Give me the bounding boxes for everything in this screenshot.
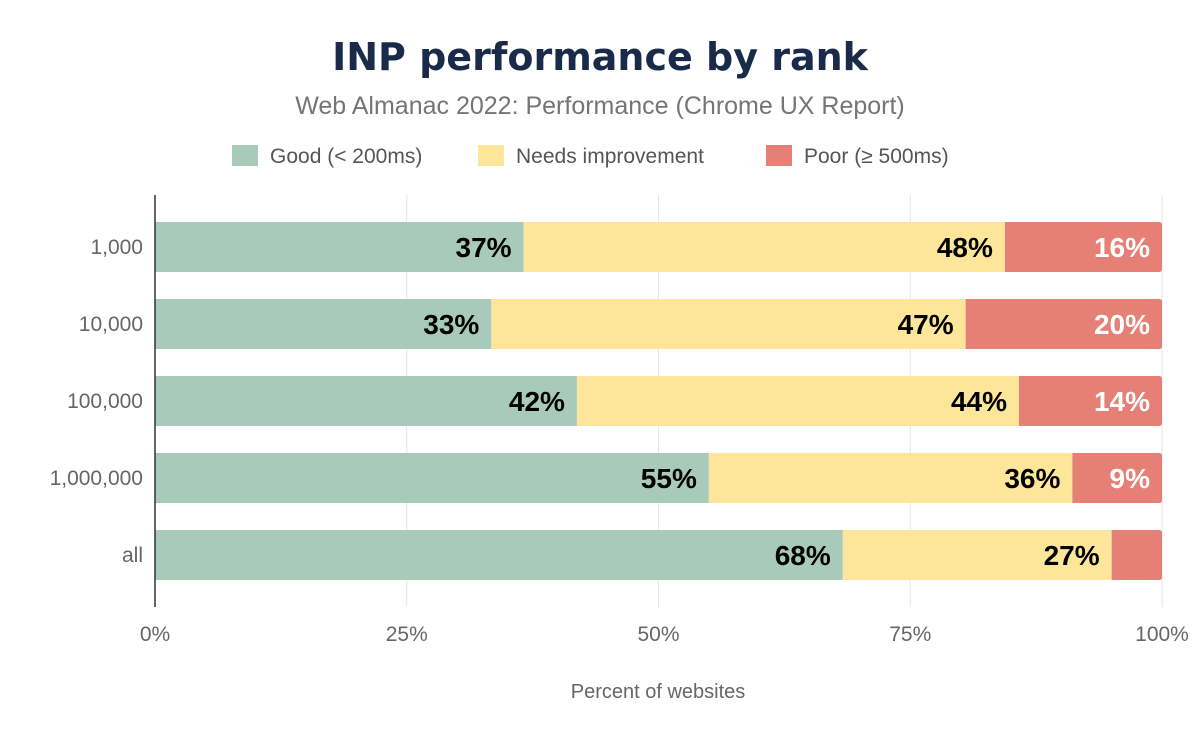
bars: 37% 48% 16% 33% 47% 20% 42% 44% 14% 55% 36% 9% 68% 27… [155, 222, 1162, 580]
bar-segment [155, 222, 524, 272]
bar-segment [523, 222, 1005, 272]
x-axis-ticks: 0% 25% 50% 75% 100% [140, 623, 1189, 646]
x-tick-label: 50% [637, 623, 679, 646]
bar-segment [155, 299, 492, 349]
bar-segment [1072, 453, 1162, 503]
legend-label-1: Needs improvement [516, 145, 704, 168]
data-label: 55% [641, 463, 697, 494]
legend-label-0: Good (< 200ms) [270, 145, 422, 168]
bar-segment [576, 376, 1020, 426]
bar-segment [842, 530, 1112, 580]
data-label: 33% [423, 309, 479, 340]
data-label: 44% [951, 386, 1007, 417]
y-axis-categories: 1,000 10,000 100,000 1,000,000 all [50, 236, 143, 567]
x-tick-label: 0% [140, 623, 170, 646]
data-label: 48% [937, 232, 993, 263]
data-label: 14% [1094, 386, 1150, 417]
bar-segment [155, 453, 709, 503]
x-tick-label: 25% [386, 623, 428, 646]
legend-swatch-0 [232, 145, 258, 166]
bar-segment [155, 530, 843, 580]
bar-segment [1019, 376, 1162, 426]
bar-segment [1004, 222, 1162, 272]
data-label: 20% [1094, 309, 1150, 340]
data-label: 47% [898, 309, 954, 340]
y-category-label: 100,000 [67, 390, 143, 413]
bar-segment [708, 453, 1073, 503]
data-label: 42% [509, 386, 565, 417]
data-label: 36% [1004, 463, 1060, 494]
bar-segment [155, 376, 577, 426]
y-category-label: 1,000 [90, 236, 143, 259]
chart-title: INP performance by rank [332, 35, 869, 79]
x-tick-label: 100% [1135, 623, 1189, 646]
legend-swatch-1 [478, 145, 504, 166]
y-category-label: 1,000,000 [50, 467, 143, 490]
legend-label-2: Poor (≥ 500ms) [804, 145, 949, 168]
legend-swatch-2 [766, 145, 792, 166]
x-tick-label: 75% [889, 623, 931, 646]
bar-segment [965, 299, 1162, 349]
data-label: 68% [775, 540, 831, 571]
y-category-label: all [122, 544, 143, 567]
x-axis-title: Percent of websites [571, 681, 746, 703]
legend: Good (< 200ms) Needs improvement Poor (≥ 5… [232, 145, 949, 168]
data-label: 9% [1110, 463, 1151, 494]
chart-subtitle: Web Almanac 2022: Performance (Chrome UX… [295, 92, 905, 120]
bar-segment [1111, 530, 1162, 580]
data-label: 16% [1094, 232, 1150, 263]
data-label: 27% [1044, 540, 1100, 571]
data-label: 37% [456, 232, 512, 263]
bar-segment [491, 299, 966, 349]
y-category-label: 10,000 [79, 313, 143, 336]
